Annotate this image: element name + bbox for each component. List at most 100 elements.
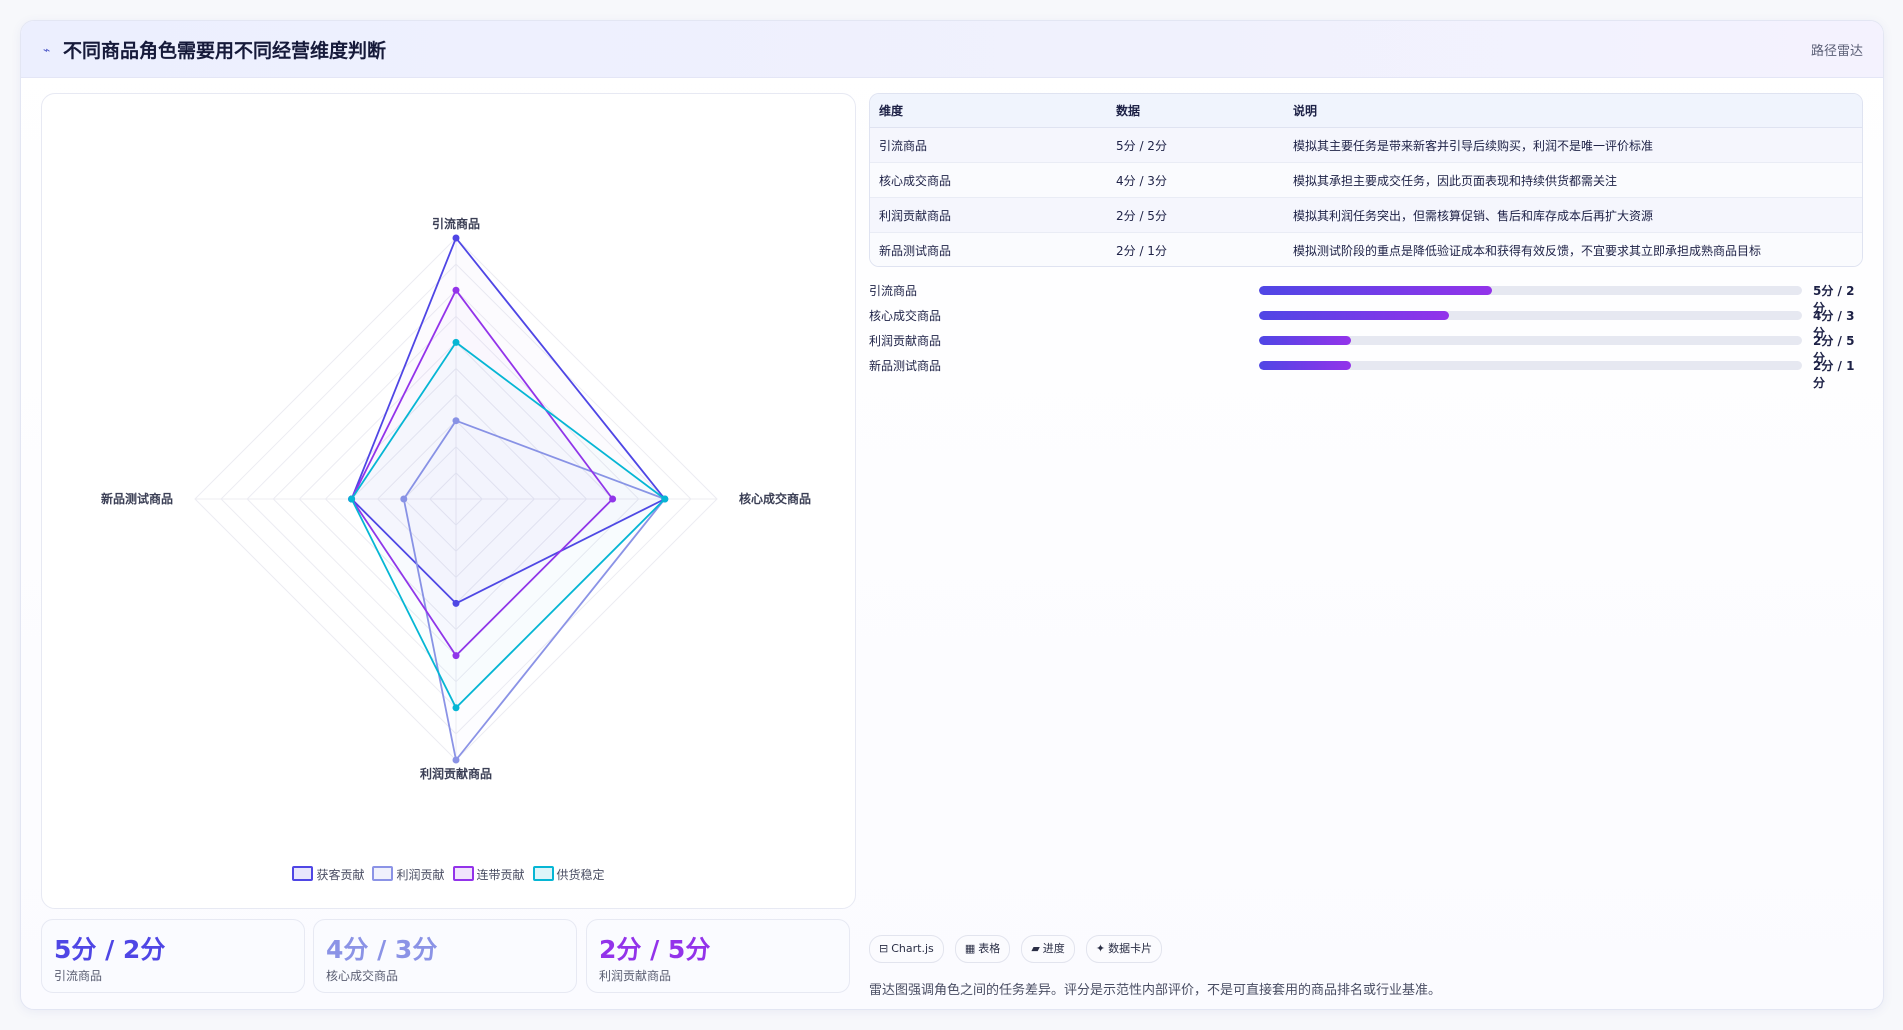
- table-header-row: 维度 数据 说明: [870, 94, 1862, 128]
- progress-value: 2分 / 5分: [1813, 334, 1855, 365]
- legend-swatch: [372, 866, 394, 881]
- table-cell: 核心成交商品: [870, 162, 1107, 198]
- progress-row: 新品测试商品 2分 / 1分: [869, 354, 1861, 390]
- progress-track: [1259, 286, 1802, 295]
- radar-point: [400, 495, 408, 503]
- table-row: 新品测试商品 2分 / 1分 模拟测试阶段的重点是降低验证成本和获得有效反馈，不…: [870, 232, 1862, 266]
- stat-value: 4分 / 3分: [326, 935, 438, 964]
- stat-card-0: 5分 / 2分 引流商品: [41, 919, 305, 993]
- progress-label: 利润贡献商品: [869, 334, 942, 348]
- table-cell: 模拟测试阶段的重点是降低验证成本和获得有效反馈，不宜要求其立即承担成熟商品目标: [1284, 232, 1862, 266]
- chart-type-tag: 路径雷达: [1810, 44, 1863, 59]
- legend-item[interactable]: 连带贡献: [452, 866, 525, 883]
- legend-label: 利润贡献: [396, 868, 445, 882]
- card-header: ⌁ 不同商品角色需要用不同经营维度判断 路径雷达: [21, 21, 1883, 78]
- table-cell: 模拟其承担主要成交任务，因此页面表现和持续供货都需关注: [1284, 162, 1862, 198]
- progress-label: 引流商品: [869, 284, 918, 298]
- table-cell: 5分 / 2分: [1107, 127, 1284, 163]
- progress-row: 核心成交商品 4分 / 3分: [869, 304, 1861, 340]
- progress-value: 2分 / 1分: [1813, 359, 1855, 390]
- legend-swatch: [292, 866, 314, 881]
- chip-label: 数据卡片: [1108, 942, 1153, 955]
- legend-swatch: [452, 866, 474, 881]
- legend-item[interactable]: 利润贡献: [372, 866, 445, 883]
- legend-item[interactable]: 获客贡献: [292, 866, 364, 883]
- radar-point: [661, 495, 669, 503]
- table-row: 核心成交商品 4分 / 3分 模拟其承担主要成交任务，因此页面表现和持续供货都需…: [870, 162, 1862, 198]
- radar-point: [452, 704, 460, 712]
- stat-card-2: 2分 / 5分 利润贡献商品: [586, 919, 850, 993]
- chip-label: 进度: [1042, 942, 1065, 955]
- progress-fill: [1259, 311, 1450, 320]
- radar-axis-label: 引流商品: [432, 216, 480, 231]
- progress-fill: [1259, 336, 1352, 345]
- stat-card-1: 4分 / 3分 核心成交商品: [313, 919, 577, 993]
- progress-icon: ▰: [1031, 942, 1040, 955]
- stat-label: 利润贡献商品: [599, 969, 672, 983]
- table-cell: 新品测试商品: [870, 232, 1107, 266]
- chip-chartjs[interactable]: ⊟ Chart.js: [869, 935, 944, 963]
- table-row: 引流商品 5分 / 2分 模拟其主要任务是带来新客并引导后续购买，利润不是唯一评…: [870, 127, 1862, 163]
- radar-axis-label: 核心成交商品: [739, 491, 811, 506]
- progress-row: 利润贡献商品 2分 / 5分: [869, 329, 1861, 365]
- radar-axis-label: 新品测试商品: [101, 491, 173, 506]
- table-icon: ▦: [964, 942, 976, 955]
- radar-point: [452, 286, 460, 294]
- stat-label: 引流商品: [54, 969, 103, 983]
- legend-label: 供货稳定: [556, 868, 605, 882]
- radar-point: [452, 234, 460, 242]
- chip-label: Chart.js: [891, 942, 934, 955]
- chart-icon: ⊟: [879, 942, 889, 955]
- legend-swatch: [532, 866, 554, 881]
- radar-axis-label: 利润贡献商品: [420, 766, 492, 781]
- progress-value: 4分 / 3分: [1813, 309, 1855, 340]
- footnote: 雷达图强调角色之间的任务差异。评分是示范性内部评价，不是可直接套用的商品排名或行…: [869, 983, 1442, 998]
- progress-row: 引流商品 5分 / 2分: [869, 279, 1861, 315]
- radar-chart-panel: 引流商品核心成交商品利润贡献商品 新品测试商品 获客贡献 利润贡献 连带贡献 供货稳定: [41, 93, 856, 909]
- legend-label: 连带贡献: [476, 868, 525, 882]
- chip-table[interactable]: ▦ 表格: [954, 935, 1011, 963]
- progress-fill: [1259, 286, 1493, 295]
- progress-track: [1259, 361, 1802, 370]
- progress-track: [1259, 311, 1802, 320]
- table-cell: 利润贡献商品: [870, 197, 1107, 233]
- table-cell: 模拟其利润任务突出，但需核算促销、售后和库存成本后再扩大资源: [1284, 197, 1862, 233]
- progress-fill: [1259, 361, 1352, 370]
- table-cell: 4分 / 3分: [1107, 162, 1284, 198]
- legend-item[interactable]: 供货稳定: [532, 866, 605, 883]
- progress-track: [1259, 336, 1802, 345]
- stat-label: 核心成交商品: [326, 969, 399, 983]
- radar-point: [452, 599, 460, 607]
- radar-point: [348, 495, 356, 503]
- radar-point: [452, 338, 460, 346]
- sparkle-icon: ✦: [1095, 942, 1106, 955]
- legend-label: 获客贡献: [316, 868, 365, 882]
- table-header-cell: 维度: [870, 94, 1107, 128]
- chart-legend: 获客贡献 利润贡献 连带贡献 供货稳定: [42, 866, 855, 883]
- radar-point: [452, 652, 460, 660]
- table-header-cell: 数据: [1107, 94, 1284, 128]
- progress-list: 引流商品 5分 / 2分 核心成交商品 4分 / 3分 利润贡献商品 2分 / …: [869, 279, 1861, 390]
- chip-progress[interactable]: ▰ 进度: [1021, 935, 1075, 963]
- table-cell: 模拟其主要任务是带来新客并引导后续购买，利润不是唯一评价标准: [1284, 127, 1862, 163]
- progress-value: 5分 / 2分: [1813, 284, 1855, 315]
- page-title: 不同商品角色需要用不同经营维度判断: [63, 40, 387, 62]
- stat-value: 5分 / 2分: [54, 935, 166, 964]
- trend-line-icon: ⌁: [43, 43, 51, 57]
- table-cell: 2分 / 1分: [1107, 232, 1284, 266]
- chip-label: 表格: [978, 942, 1001, 955]
- progress-label: 新品测试商品: [869, 359, 942, 373]
- dashboard-card: ⌁ 不同商品角色需要用不同经营维度判断 路径雷达 引流商品 核心成交商品 利润贡献商…: [20, 20, 1884, 1010]
- table-cell: 2分 / 5分: [1107, 197, 1284, 233]
- radar-point: [452, 756, 460, 764]
- chip-data-card[interactable]: ✦ 数据卡片: [1085, 935, 1163, 963]
- table-row: 利润贡献商品 2分 / 5分 模拟其利润任务突出，但需核算促销、售后和库存成本后…: [870, 197, 1862, 233]
- radar-point: [609, 495, 617, 503]
- table-cell: 引流商品: [870, 127, 1107, 163]
- progress-label: 核心成交商品: [869, 309, 942, 323]
- table-header-cell: 说明: [1284, 94, 1862, 128]
- radar-point: [452, 417, 460, 425]
- data-table: 维度 数据 说明 引流商品 5分 / 2分 模拟其主要任务是带来新客并引导后续购…: [869, 93, 1863, 267]
- stat-value: 2分 / 5分: [599, 935, 711, 964]
